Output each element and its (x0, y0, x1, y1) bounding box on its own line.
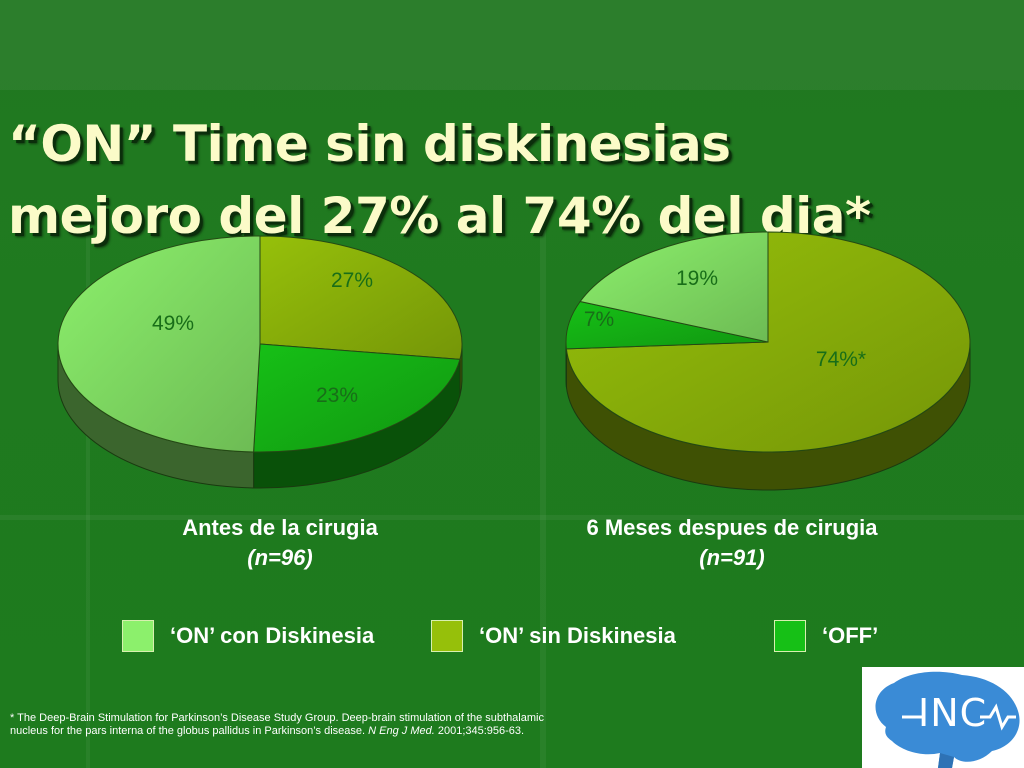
pie-before-data-label: 23% (316, 384, 358, 407)
legend-swatch-on-con (122, 620, 154, 652)
pie-before-slice (57, 235, 261, 453)
legend-label-on-con: ‘ON’ con Diskinesia (170, 623, 375, 648)
pie-after-data-label: 74%* (816, 348, 866, 371)
legend-item-on-con: ‘ON’ con Diskinesia (122, 618, 374, 654)
footnote-citation: 2001;345:956-63. (437, 725, 525, 737)
pie-after-data-label: 7% (584, 308, 614, 331)
footnote-text: nucleus for the pars interna of the glob… (10, 725, 366, 737)
pie-before-title: Antes de la cirugia (182, 515, 378, 540)
legend-item-off: ‘OFF’ (774, 618, 878, 654)
legend-label-off: ‘OFF’ (822, 623, 879, 648)
footnote-line: nucleus for the pars interna of the glob… (10, 725, 610, 738)
pie-before-caption: Antes de la cirugia (n=96) (120, 513, 440, 573)
pie-before-data-label: 27% (331, 269, 373, 292)
footnote-journal: N Eng J Med. (368, 725, 435, 737)
legend-item-on-sin: ‘ON’ sin Diskinesia (431, 618, 676, 654)
pie-before-data-label: 49% (152, 312, 194, 335)
legend-swatch-on-sin (431, 620, 463, 652)
footnote: * The Deep-Brain Stimulation for Parkins… (10, 712, 610, 738)
logo-text: INC (918, 691, 988, 735)
background-line (540, 230, 546, 768)
brain-icon (875, 671, 1020, 768)
title-line: “ON” Time sin diskinesias (8, 115, 731, 173)
pie-after-top (565, 231, 971, 453)
background-line (0, 515, 1024, 520)
pie-after-title: 6 Meses despues de cirugia (586, 515, 878, 540)
pie-after-caption: 6 Meses despues de cirugia (n=91) (532, 513, 932, 573)
footnote-line: * The Deep-Brain Stimulation for Parkins… (10, 712, 544, 724)
legend-swatch-off (774, 620, 806, 652)
background-line (86, 230, 90, 768)
pie-before-slice (253, 343, 461, 453)
pie-before-n: (n=96) (247, 545, 313, 570)
background-band (0, 0, 1024, 90)
pie-after-n: (n=91) (699, 545, 765, 570)
pie-after-slice (579, 231, 769, 343)
pie-before-top (57, 235, 463, 453)
pie-before-slice (259, 235, 463, 360)
pie-after-data-label: 19% (676, 267, 718, 290)
inc-logo: INC (862, 667, 1024, 768)
legend-label-on-sin: ‘ON’ sin Diskinesia (479, 623, 676, 648)
